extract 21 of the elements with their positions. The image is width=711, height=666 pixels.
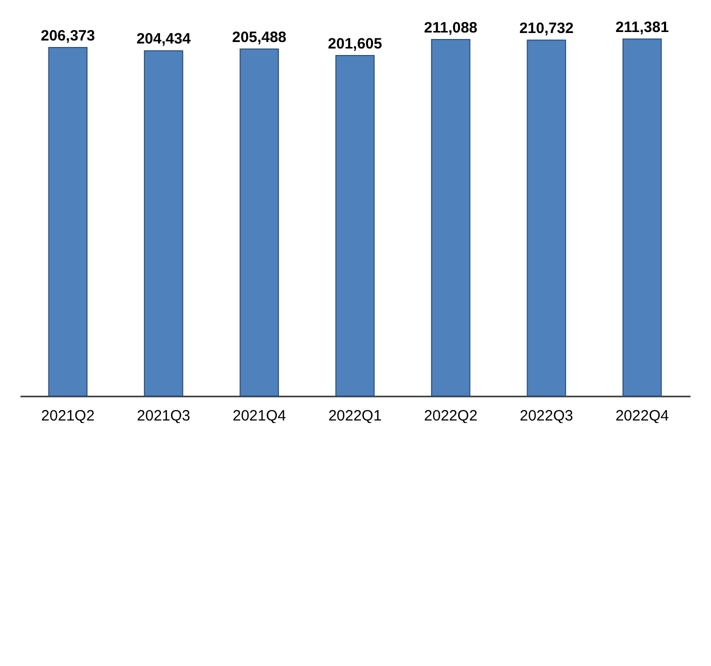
x-tick-label: 2021Q2	[41, 408, 95, 424]
x-tick-label: 2022Q2	[424, 408, 478, 424]
data-label: 206,373	[40, 27, 95, 44]
x-tick-label: 2021Q4	[232, 408, 286, 424]
bar	[622, 38, 662, 396]
bar	[526, 40, 566, 396]
data-label: 211,088	[424, 19, 478, 36]
data-label: 210,732	[519, 20, 574, 38]
bar	[431, 38, 470, 396]
x-tick-label: 2022Q3	[520, 408, 574, 424]
bar	[240, 48, 279, 396]
data-label: 201,605	[328, 36, 382, 53]
data-label: 211,381	[615, 19, 669, 36]
bar	[335, 55, 375, 396]
bar	[48, 46, 88, 396]
x-tick-label: 2022Q4	[615, 408, 669, 424]
x-tick-label: 2022Q1	[328, 408, 382, 424]
data-label: 204,434	[136, 30, 192, 48]
x-tick-label: 2021Q3	[136, 408, 190, 424]
data-label: 205,488	[232, 28, 286, 46]
bar	[144, 50, 184, 396]
